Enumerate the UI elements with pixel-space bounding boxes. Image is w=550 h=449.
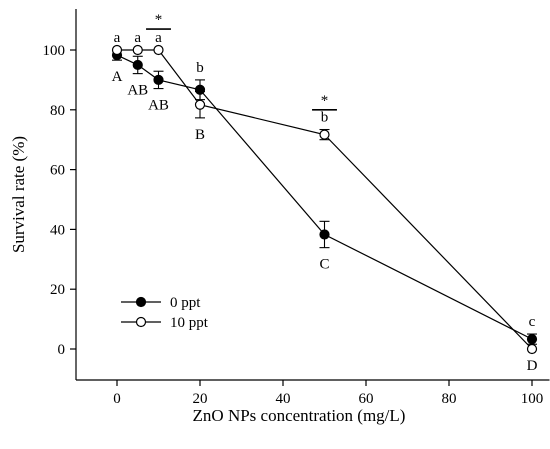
y-axis: 0 20 40 60 80 100 [43, 9, 77, 380]
x-tick-label: 100 [521, 391, 544, 407]
significance-asterisk: * [155, 12, 163, 28]
data-point [153, 44, 164, 56]
data-point [526, 334, 538, 345]
y-tick-label: 0 [58, 342, 66, 358]
significance-letter: C [319, 257, 329, 273]
legend-label: 0 ppt [170, 295, 201, 311]
data-point [319, 229, 330, 240]
significance-marker: * [146, 12, 171, 30]
significance-letter: a [155, 30, 162, 46]
data-point [111, 44, 123, 56]
significance-letter: B [195, 127, 205, 143]
data-point [132, 59, 143, 71]
significance-letter: b [321, 110, 329, 126]
x-axis-title: ZnO NPs concentration (mg/L) [193, 406, 406, 425]
x-tick-label: 20 [193, 391, 208, 407]
y-tick-label: 60 [50, 163, 65, 179]
x-tick-label: 40 [276, 391, 291, 407]
series-open [111, 44, 538, 355]
legend-label: 10 ppt [170, 315, 209, 331]
significance-letter: AB [148, 98, 169, 114]
x-axis: 0 20 40 60 80 100 [76, 379, 550, 407]
significance-letter: a [134, 30, 141, 46]
x-tick-label: 80 [442, 391, 457, 407]
significance-asterisk: * [321, 93, 329, 109]
data-point [194, 99, 206, 110]
x-tick-label: 0 [113, 391, 121, 407]
significance-letter: D [527, 358, 538, 374]
data-point [132, 44, 143, 56]
y-tick-label: 80 [50, 103, 65, 119]
significance-letter: AB [127, 83, 148, 99]
legend-item: 0 ppt [121, 295, 201, 311]
y-axis-title: Survival rate (%) [9, 136, 28, 253]
significance-letter: c [529, 314, 536, 330]
x-tick-label: 60 [359, 391, 374, 407]
y-tick-label: 40 [50, 222, 65, 238]
significance-letter: b [196, 60, 204, 76]
y-tick-label: 100 [43, 43, 66, 59]
significance-letter: a [114, 30, 121, 46]
data-point [526, 343, 538, 355]
legend-marker [135, 316, 147, 328]
legend-marker [135, 296, 147, 308]
y-tick-label: 20 [50, 282, 65, 298]
legend-item: 10 ppt [121, 315, 209, 331]
significance-marker: * [312, 93, 337, 111]
legend: 0 ppt 10 ppt [121, 295, 209, 331]
data-point [319, 129, 330, 140]
data-point [153, 74, 164, 86]
significance-letter: A [112, 69, 123, 85]
